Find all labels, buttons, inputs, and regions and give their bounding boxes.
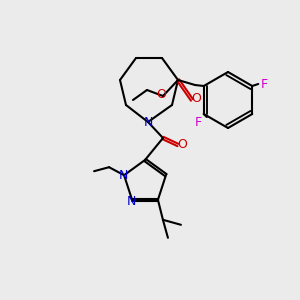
Text: N: N (126, 195, 136, 208)
Text: O: O (156, 88, 166, 100)
Text: F: F (261, 77, 268, 91)
Text: O: O (177, 139, 187, 152)
Text: N: N (118, 169, 128, 182)
Text: N: N (143, 116, 153, 128)
Text: O: O (191, 92, 201, 104)
Text: F: F (195, 116, 202, 128)
